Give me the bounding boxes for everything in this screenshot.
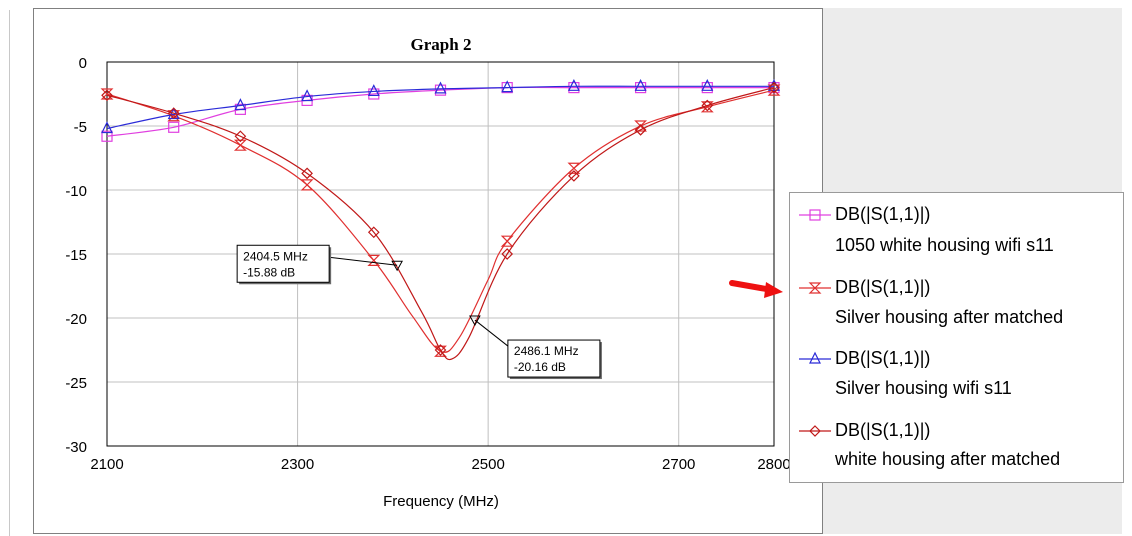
legend-item-4-desc: white housing after matched [835, 449, 1061, 469]
legend: DB(|S(1,1)|) 1050 white housing wifi s11… [789, 192, 1124, 483]
series-line-3 [106, 85, 774, 130]
x-tick-label: 2100 [90, 456, 123, 473]
series-1-point [701, 81, 713, 94]
series-2-point [500, 235, 514, 247]
window-right-edge [1122, 0, 1132, 536]
x-axis-label: Frequency (MHz) [383, 493, 499, 510]
marker-1-symbol [391, 260, 403, 272]
series-3-point [701, 78, 714, 91]
marker-1-box [236, 244, 330, 283]
legend-item-3-name: DB(|S(1,1)|) [835, 348, 931, 368]
x-tick-label: 2500 [471, 456, 504, 473]
series-3-point [301, 89, 314, 102]
series-2-point [767, 84, 781, 96]
marker-1-leader [329, 256, 398, 266]
series-2-point [567, 162, 581, 174]
series-3-point [434, 81, 447, 94]
series-1-point [568, 81, 580, 94]
marker-2-box [507, 339, 601, 378]
x-tick-label: 2800 [757, 456, 790, 473]
y-tick-label: -10 [65, 183, 87, 200]
y-tick-label: -5 [74, 119, 87, 136]
series-4-point [301, 167, 313, 180]
marker-annotations: 2404.5 MHz -15.88 dB 2486.1 MHz -20.16 dB [236, 244, 602, 380]
series-line-4 [106, 87, 775, 361]
window-left-edge [9, 10, 10, 536]
marker-2-leader [474, 319, 509, 347]
legend-item-2-name: DB(|S(1,1)|) [835, 277, 931, 297]
marker-2-value: -20.16 dB [514, 360, 566, 374]
series-4-point [101, 89, 113, 102]
series-layer [100, 78, 781, 361]
x-tick-label: 2300 [281, 456, 314, 473]
marker-2-freq: 2486.1 MHz [514, 344, 579, 358]
legend-swatch-marker-3 [809, 351, 821, 364]
series-3-point [634, 78, 647, 91]
series-3-point [567, 78, 580, 91]
legend-item-1-name: DB(|S(1,1)|) [835, 204, 931, 224]
y-tick-label: -15 [65, 247, 87, 264]
series-4-point [768, 81, 780, 94]
series-3-point [234, 98, 247, 111]
legend-swatch-marker-2 [808, 282, 822, 294]
series-line-1 [106, 86, 774, 137]
series-3-point [367, 84, 380, 97]
series-4-point [234, 130, 247, 143]
series-2-point [367, 254, 381, 266]
x-tick-label: 2700 [662, 456, 695, 473]
series-1-point [368, 88, 380, 100]
marker-1: 2404.5 MHz -15.88 dB [236, 244, 403, 285]
grid [106, 61, 775, 447]
legend-item-4-name: DB(|S(1,1)|) [835, 420, 931, 440]
legend-item-3-desc: Silver housing wifi s11 [835, 378, 1012, 398]
series-3-point [101, 121, 113, 134]
series-line-2 [106, 89, 775, 353]
plot-area [106, 61, 775, 447]
series-1-point [168, 121, 180, 133]
series-3-point [501, 80, 514, 93]
series-4-point [634, 123, 647, 136]
y-tick-label: -30 [65, 439, 87, 456]
series-4-point [167, 107, 180, 120]
series-1-point [434, 84, 447, 96]
marker-2: 2486.1 MHz -20.16 dB [469, 315, 602, 380]
y-tick-label: -25 [65, 375, 87, 392]
y-tick-label: -20 [65, 311, 87, 328]
marker-1-value: -15.88 dB [243, 265, 295, 279]
series-4-point [434, 344, 447, 356]
y-tick-label: 0 [79, 55, 87, 72]
legend-item-1-desc: 1050 white housing wifi s11 [835, 235, 1054, 255]
series-4-point [701, 99, 714, 112]
series-2-point [634, 120, 648, 132]
marker-2-symbol [469, 315, 481, 327]
series-4-point [501, 248, 514, 260]
series-4-point [568, 170, 580, 182]
tick-labels: 2100 2300 2500 2700 2800 0 -5 -10 -15 -20 -25 -30 [65, 55, 790, 473]
legend-item-2-desc: Silver housing after matched [835, 307, 1064, 327]
red-arrow-icon [729, 280, 783, 298]
series-1-point [101, 130, 113, 142]
legend-swatch-marker-1 [809, 209, 821, 221]
chart-title: Graph 2 [411, 35, 472, 54]
series-1-point [634, 81, 647, 94]
marker-1-freq: 2404.5 MHz [243, 249, 308, 263]
series-2-point [300, 179, 314, 191]
legend-swatch-marker-4 [809, 425, 821, 437]
series-4-point [367, 226, 380, 239]
